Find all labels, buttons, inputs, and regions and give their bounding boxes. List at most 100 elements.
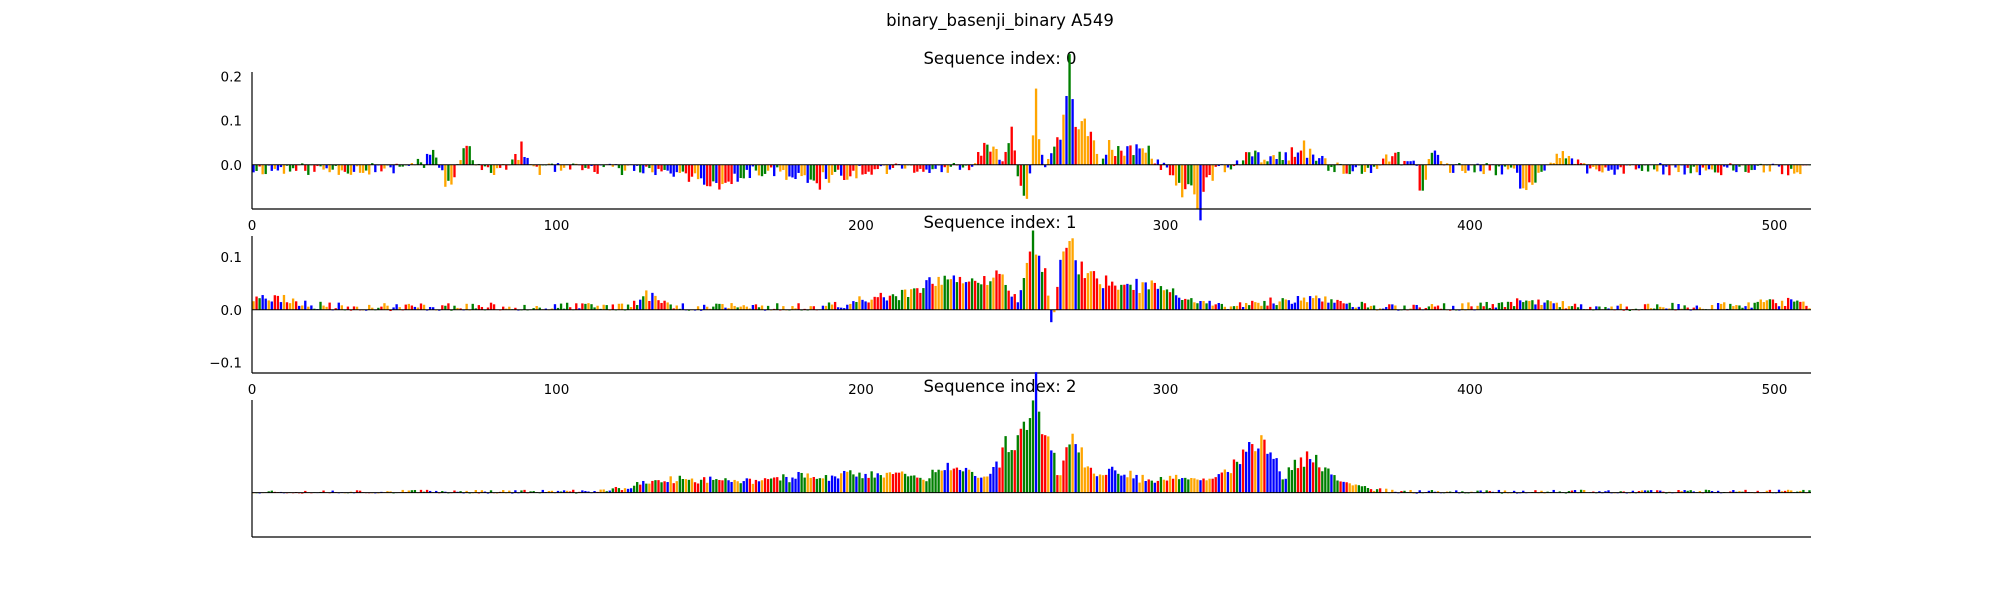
logo-mark-T-457 — [1643, 304, 1647, 310]
logo-mark-G-254 — [1025, 164, 1029, 199]
logo-mark-A-173 — [779, 480, 782, 493]
logo-mark-G-374 — [1391, 489, 1394, 493]
logo-mark-T-404 — [1482, 306, 1485, 310]
logo-mark-A-230 — [952, 162, 956, 165]
logo-mark-G-288 — [1129, 470, 1132, 493]
logo-mark-C-304 — [1178, 297, 1181, 310]
logo-mark-G-432 — [1567, 155, 1571, 165]
logo-mark-T-449 — [1619, 164, 1622, 168]
logo-mark-C-394 — [1452, 305, 1455, 310]
logo-mark-G-461 — [1656, 164, 1659, 172]
logo-mark-A-356 — [1336, 480, 1339, 493]
logo-mark-A-101 — [559, 491, 563, 493]
logo-mark-G-352 — [1324, 296, 1327, 310]
logo-mark-C-59 — [432, 307, 435, 310]
logo-mark-T-21 — [316, 164, 319, 167]
logo-mark-T-357 — [1339, 481, 1342, 493]
logo-mark-A-189 — [827, 302, 831, 310]
logo-mark-T-83 — [505, 164, 508, 170]
logo-mark-T-433 — [1570, 490, 1574, 493]
logo-mark-G-193 — [840, 473, 843, 493]
logo-mark-A-169 — [766, 305, 770, 310]
logo-mark-T-35 — [358, 490, 362, 493]
logo-mark-G-82 — [502, 490, 505, 493]
logo-mark-T-211 — [894, 472, 898, 493]
logo-mark-C-381 — [1412, 160, 1415, 165]
logo-mark-T-252 — [1019, 164, 1023, 186]
logo-mark-A-73 — [474, 308, 477, 310]
logo-mark-T-255 — [1028, 251, 1032, 310]
logo-mark-G-345 — [1302, 297, 1306, 310]
logo-mark-C-371 — [1382, 308, 1385, 310]
logo-mark-C-232 — [958, 164, 962, 170]
logo-mark-T-75 — [480, 164, 484, 171]
logo-mark-T-133 — [657, 164, 660, 169]
logo-mark-G-465 — [1668, 308, 1671, 310]
logo-mark-G-97 — [547, 490, 551, 493]
logo-mark-T-283 — [1114, 285, 1117, 310]
x-tick-label-0-2: 200 — [848, 218, 874, 234]
logo-mark-C-436 — [1579, 304, 1583, 310]
logo-mark-C-438 — [1586, 164, 1589, 174]
logo-mark-A-111 — [590, 304, 593, 310]
logo-mark-T-283 — [1114, 156, 1117, 165]
logo-mark-T-219 — [919, 164, 922, 169]
logo-mark-T-316 — [1214, 164, 1217, 167]
logo-mark-G-261 — [1047, 295, 1050, 310]
logo-mark-G-344 — [1299, 300, 1303, 310]
logo-mark-A-405 — [1485, 163, 1488, 165]
logo-mark-T-154 — [721, 480, 724, 493]
logo-mark-G-427 — [1552, 162, 1555, 165]
logo-mark-T-218 — [916, 288, 919, 310]
logo-mark-C-463 — [1662, 164, 1665, 175]
logo-mark-G-293 — [1144, 152, 1147, 165]
logo-mark-T-315 — [1211, 478, 1214, 493]
logo-mark-G-398 — [1464, 164, 1467, 174]
logo-mark-G-386 — [1427, 159, 1431, 165]
logo-mark-A-466 — [1671, 302, 1674, 310]
logo-mark-G-432 — [1567, 306, 1571, 310]
logo-mark-T-378 — [1403, 160, 1406, 165]
logo-mark-G-158 — [733, 479, 736, 493]
logo-mark-A-109 — [584, 303, 587, 310]
logo-mark-C-209 — [888, 164, 892, 170]
x-tick-label-0-3: 300 — [1153, 218, 1179, 234]
logo-mark-A-425 — [1546, 300, 1549, 310]
logo-mark-G-3 — [261, 164, 264, 175]
logo-mark-A-353 — [1327, 164, 1330, 171]
logo-mark-A-364 — [1360, 301, 1364, 310]
logo-mark-T-148 — [703, 477, 706, 493]
logo-mark-C-330 — [1257, 152, 1260, 165]
logo-mark-T-246 — [1001, 447, 1004, 493]
logo-mark-G-67 — [456, 307, 459, 310]
logo-mark-G-142 — [684, 479, 688, 493]
logo-mark-C-207 — [882, 297, 885, 310]
x-tick-label-1-0: 0 — [248, 382, 257, 398]
logo-mark-T-312 — [1202, 478, 1205, 493]
logo-mark-A-54 — [416, 158, 420, 165]
logo-mark-A-369 — [1375, 489, 1379, 493]
logo-mark-T-434 — [1573, 303, 1577, 310]
logo-mark-C-187 — [821, 305, 825, 310]
logo-mark-G-469 — [1680, 491, 1683, 493]
logo-mark-T-130 — [648, 300, 651, 310]
logo-mark-C-324 — [1238, 464, 1242, 493]
logo-mark-G-468 — [1677, 164, 1680, 173]
logo-mark-A-397 — [1461, 491, 1464, 493]
logo-mark-T-231 — [955, 467, 959, 493]
logo-mark-G-70 — [465, 303, 468, 310]
logo-mark-C-158 — [733, 164, 736, 174]
logo-mark-G-440 — [1592, 164, 1595, 167]
logo-mark-C-227 — [943, 470, 946, 493]
logo-mark-A-26 — [331, 164, 334, 170]
logo-mark-A-41 — [377, 307, 380, 310]
logo-mark-A-160 — [739, 164, 742, 178]
logo-mark-T-490 — [1744, 489, 1747, 493]
logo-mark-T-296 — [1153, 163, 1156, 165]
logo-mark-T-129 — [645, 164, 648, 167]
logo-mark-G-224 — [934, 285, 937, 310]
logo-mark-C-269 — [1071, 99, 1074, 165]
logo-mark-A-458 — [1646, 164, 1650, 172]
logo-mark-T-232 — [958, 276, 962, 310]
logo-mark-G-462 — [1659, 306, 1662, 310]
